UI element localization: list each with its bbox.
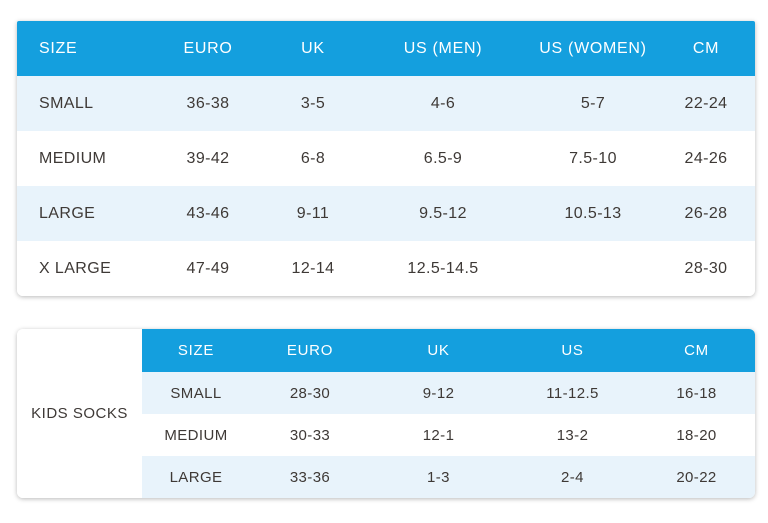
table-row-large: LARGE 33-36 1-3 2-4 20-22 [142,456,755,498]
table-row-x-large: X LARGE 47-49 12-14 12.5-14.5 28-30 [17,241,755,296]
euro-cell: 33-36 [250,456,370,498]
us-women-cell: 10.5-13 [529,186,657,241]
table-row-medium: MEDIUM 39-42 6-8 6.5-9 7.5-10 24-26 [17,131,755,186]
euro-cell: 28-30 [250,372,370,414]
uk-cell: 1-3 [370,456,507,498]
kids-header-row: SIZE EURO UK US CM [142,329,755,372]
column-header-us-men: US (MEN) [357,21,529,76]
kids-table-wrap: SIZE EURO UK US CM SMALL 28-30 9-12 11-1… [142,329,755,498]
column-header-size: SIZE [17,21,147,76]
us-cell: 11-12.5 [507,372,638,414]
size-cell: MEDIUM [142,414,250,456]
cm-cell: 16-18 [638,372,755,414]
us-cell: 13-2 [507,414,638,456]
size-cell: MEDIUM [17,131,147,186]
cm-cell: 28-30 [657,241,755,296]
us-women-cell: 5-7 [529,76,657,131]
adult-size-chart-card: SIZE EURO UK US (MEN) US (WOMEN) CM SMAL… [17,21,755,296]
column-header-us: US [507,329,638,372]
uk-cell: 6-8 [269,131,357,186]
uk-cell: 9-12 [370,372,507,414]
column-header-euro: EURO [250,329,370,372]
euro-cell: 43-46 [147,186,269,241]
column-header-cm: CM [638,329,755,372]
cm-cell: 22-24 [657,76,755,131]
size-cell: LARGE [142,456,250,498]
us-women-cell: 7.5-10 [529,131,657,186]
table-row-medium: MEDIUM 30-33 12-1 13-2 18-20 [142,414,755,456]
size-cell: X LARGE [17,241,147,296]
cm-cell: 18-20 [638,414,755,456]
cm-cell: 26-28 [657,186,755,241]
cm-cell: 24-26 [657,131,755,186]
euro-cell: 39-42 [147,131,269,186]
table-row-small: SMALL 36-38 3-5 4-6 5-7 22-24 [17,76,755,131]
euro-cell: 30-33 [250,414,370,456]
uk-cell: 12-1 [370,414,507,456]
adult-size-table: SIZE EURO UK US (MEN) US (WOMEN) CM SMAL… [17,21,755,296]
column-header-uk: UK [269,21,357,76]
us-men-cell: 9.5-12 [357,186,529,241]
column-header-size: SIZE [142,329,250,372]
uk-cell: 3-5 [269,76,357,131]
column-header-euro: EURO [147,21,269,76]
us-men-cell: 12.5-14.5 [357,241,529,296]
us-men-cell: 6.5-9 [357,131,529,186]
kids-size-table: SIZE EURO UK US CM SMALL 28-30 9-12 11-1… [142,329,755,498]
column-header-us-women: US (WOMEN) [529,21,657,76]
size-cell: LARGE [17,186,147,241]
kids-socks-label: KIDS SOCKS [17,329,142,498]
column-header-uk: UK [370,329,507,372]
euro-cell: 36-38 [147,76,269,131]
size-cell: SMALL [142,372,250,414]
uk-cell: 9-11 [269,186,357,241]
adult-header-row: SIZE EURO UK US (MEN) US (WOMEN) CM [17,21,755,76]
table-row-small: SMALL 28-30 9-12 11-12.5 16-18 [142,372,755,414]
us-women-cell [529,241,657,296]
column-header-cm: CM [657,21,755,76]
kids-size-chart-card: KIDS SOCKS SIZE EURO UK US CM SMALL 28-3… [17,329,755,498]
euro-cell: 47-49 [147,241,269,296]
uk-cell: 12-14 [269,241,357,296]
us-cell: 2-4 [507,456,638,498]
size-cell: SMALL [17,76,147,131]
table-row-large: LARGE 43-46 9-11 9.5-12 10.5-13 26-28 [17,186,755,241]
cm-cell: 20-22 [638,456,755,498]
us-men-cell: 4-6 [357,76,529,131]
